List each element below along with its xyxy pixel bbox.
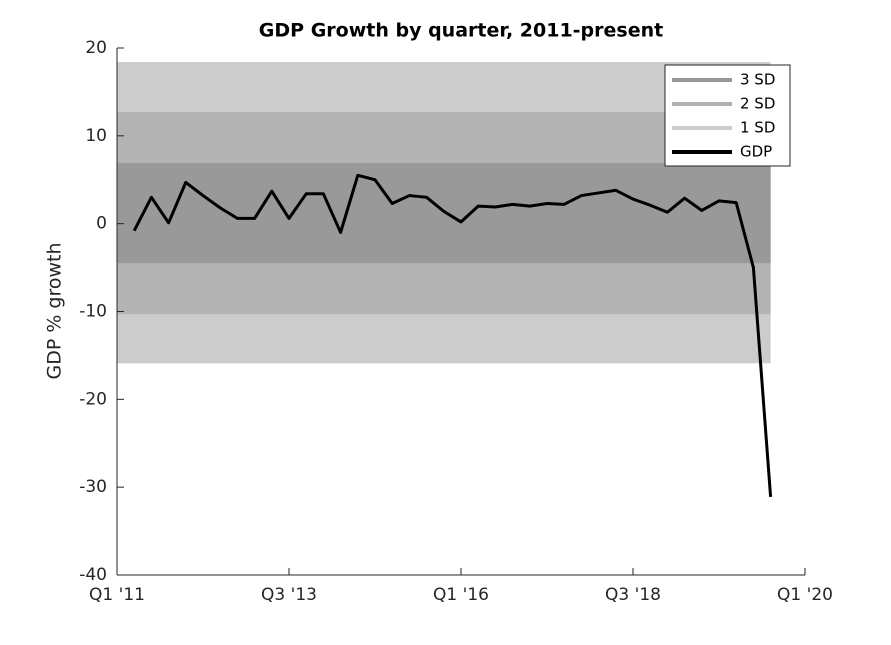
x-tick-label: Q3 '13 (261, 585, 317, 605)
legend-label: GDP (740, 143, 772, 161)
y-tick-label: 10 (85, 126, 107, 146)
y-tick-label: -30 (79, 477, 107, 497)
chart-title: GDP Growth by quarter, 2011-present (259, 20, 663, 42)
y-tick-label: -20 (79, 389, 107, 409)
x-tick-label: Q1 '16 (433, 585, 489, 605)
legend-label: 2 SD (740, 95, 775, 113)
y-tick-label: 20 (85, 38, 107, 58)
x-tick-label: Q1 '11 (89, 585, 145, 605)
y-axis-label: GDP % growth (44, 242, 66, 379)
y-tick-label: -40 (79, 565, 107, 585)
y-tick-label: -10 (79, 302, 107, 322)
y-tick-label: 0 (96, 214, 107, 234)
x-tick-label: Q1 '20 (777, 585, 833, 605)
legend-label: 1 SD (740, 119, 775, 137)
legend-label: 3 SD (740, 71, 775, 89)
legend: 3 SD 2 SD 1 SD GDP (664, 64, 791, 167)
x-tick-label: Q3 '18 (605, 585, 661, 605)
gdp-line (132, 173, 773, 497)
